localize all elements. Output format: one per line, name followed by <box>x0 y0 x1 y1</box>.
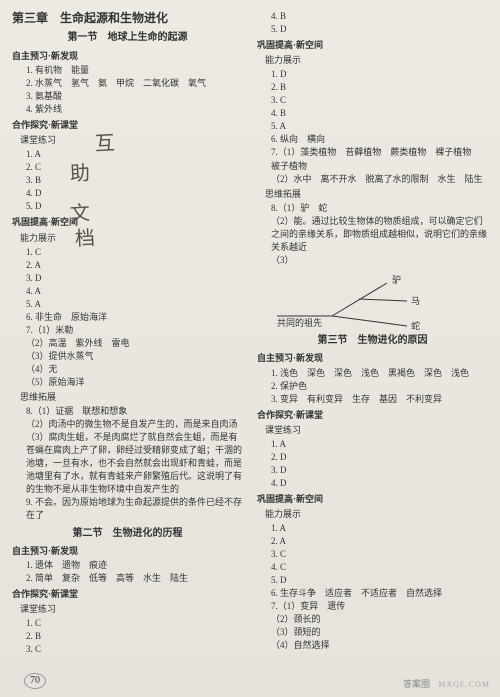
s3-coop-label: 合作探究·新课堂 <box>257 409 488 422</box>
s1-cons-7: 7.（1）米勒 <box>26 324 243 337</box>
s2-cons-2: 2. B <box>271 81 488 94</box>
s3-cons-4: 4. C <box>271 561 488 574</box>
phylogeny-diagram: 驴 马 蛇 共同的祖先 <box>277 271 488 330</box>
watermark-cn: 答案圈 <box>403 678 430 691</box>
s2-cons-4: 4. B <box>271 107 488 120</box>
s3-cons-label: 巩固提高·新空间 <box>257 493 488 506</box>
s1-cons-label: 巩固提高·新空间 <box>12 216 243 229</box>
s3-cons-8: （2）颈长的 <box>271 613 488 626</box>
chapter-title: 第三章 生命起源和生物进化 <box>12 10 243 27</box>
s1-cons-10: （4）无 <box>26 363 243 376</box>
s2-cons-1: 1. D <box>271 68 488 81</box>
s3-coop-1: 1. A <box>271 438 488 451</box>
s3-pre-2: 2. 保护色 <box>271 380 488 393</box>
s1-coop-sub: 课堂练习 <box>20 134 243 147</box>
s1-coop-5: 5. D <box>26 200 243 213</box>
s3-cons-1: 1. A <box>271 522 488 535</box>
s3-pre-3: 3. 变异 有利变异 生存 基因 不利变异 <box>271 393 488 406</box>
s2-coop-5: 5. D <box>271 23 488 36</box>
s3-cons-7: 7.（1）变异 遗传 <box>271 600 488 613</box>
s1-coop-3: 3. B <box>26 174 243 187</box>
s1-coop-4: 4. D <box>26 187 243 200</box>
s3-cons-2: 2. A <box>271 535 488 548</box>
s2-coop-1: 1. C <box>26 617 243 630</box>
s3-cons-sub: 能力展示 <box>265 508 488 521</box>
s1-cons-12: 思维拓展 <box>20 391 243 404</box>
s1-cons-4: 4. A <box>26 285 243 298</box>
page-number: 70 <box>24 673 46 689</box>
s2-coop-2: 2. B <box>26 630 243 643</box>
s2-prestudy-label: 自主预习·新发现 <box>12 545 243 558</box>
s2-coop-3: 3. C <box>26 643 243 656</box>
s1-cons-9: （3）提供水蒸气 <box>26 350 243 363</box>
s2-cons-12: （3） <box>271 254 488 267</box>
s2-cons-8: （2）水中 离不开水 脱离了水的限制 水生 陆生 <box>271 173 488 186</box>
section1-title: 第一节 地球上生命的起源 <box>12 31 243 46</box>
s3-coop-4: 4. D <box>271 477 488 490</box>
s2-coop-4: 4. B <box>271 10 488 23</box>
s1-pre-2: 2. 水蒸气 氢气 氨 甲烷 二氧化碳 氧气 <box>26 77 243 90</box>
s2-coop-label: 合作探究·新课堂 <box>12 588 243 601</box>
s1-coop-label: 合作探究·新课堂 <box>12 119 243 132</box>
s1-cons-5: 5. A <box>26 298 243 311</box>
s2-pre-2: 2. 简单 复杂 低等 高等 水生 陆生 <box>26 572 243 585</box>
s1-cons-16: 9. 不会。因为原始地球为生命起源提供的条件已经不存在了 <box>26 496 243 522</box>
s1-cons-1: 1. C <box>26 246 243 259</box>
s3-cons-9: （3）颈短的 <box>271 626 488 639</box>
s3-coop-3: 3. D <box>271 464 488 477</box>
s3-cons-3: 3. C <box>271 548 488 561</box>
s3-coop-2: 2. D <box>271 451 488 464</box>
s1-pre-1: 1. 有机物 能量 <box>26 64 243 77</box>
s2-cons-10: 8.（1）驴 蛇 <box>271 202 488 215</box>
s2-cons-7: 7.（1）藻类植物 苔藓植物 蕨类植物 裸子植物 被子植物 <box>271 146 488 172</box>
s2-cons-label: 巩固提高·新空间 <box>257 39 488 52</box>
s1-pre-3: 3. 氨基酸 <box>26 90 243 103</box>
s1-cons-8: （2）高温 紫外线 雷电 <box>26 337 243 350</box>
s3-cons-5: 5. D <box>271 574 488 587</box>
s1-cons-3: 3. D <box>26 272 243 285</box>
s2-pre-1: 1. 遗体 遗物 痕迹 <box>26 559 243 572</box>
content-columns: 第三章 生命起源和生物进化 第一节 地球上生命的起源 自主预习·新发现 1. 有… <box>12 10 488 660</box>
s2-coop-sub: 课堂练习 <box>20 603 243 616</box>
s2-cons-9: 思维拓展 <box>265 188 488 201</box>
s2-cons-11: （2）能。通过比较生物体的物质组成，可以确定它们之间的亲缘关系，即物质组成越相似… <box>271 215 488 254</box>
diagram-branch-2: 马 <box>411 296 420 306</box>
s2-cons-sub: 能力展示 <box>265 54 488 67</box>
page: 第三章 生命起源和生物进化 第一节 地球上生命的起源 自主预习·新发现 1. 有… <box>0 0 500 697</box>
s1-cons-6: 6. 非生命 原始海洋 <box>26 311 243 324</box>
s1-cons-11: （5）原始海洋 <box>26 376 243 389</box>
s1-prestudy-label: 自主预习·新发现 <box>12 50 243 63</box>
s3-cons-10: （4）自然选择 <box>271 639 488 652</box>
s3-cons-6: 6. 生存斗争 适应者 不适应者 自然选择 <box>271 587 488 600</box>
s1-cons-13: 8.（1）证据 联想和想象 <box>26 405 243 418</box>
s1-coop-2: 2. C <box>26 161 243 174</box>
section2-title: 第二节 生物进化的历程 <box>12 527 243 542</box>
s3-coop-sub: 课堂练习 <box>265 424 488 437</box>
s1-cons-15: （3）腐肉生蛆，不是肉腐烂了就自然会生蛆，而是有苍蝇在腐肉上产了卵，卵经过受精卵… <box>26 431 243 496</box>
section3-title: 第三节 生物进化的原因 <box>257 334 488 349</box>
diagram-branch-3: 蛇 <box>411 320 420 331</box>
s3-prestudy-label: 自主预习·新发现 <box>257 352 488 365</box>
s1-cons-14: （2）肉汤中的微生物不是自发产生的，而是来自肉汤 <box>26 418 243 431</box>
s2-cons-3: 3. C <box>271 94 488 107</box>
s3-pre-1: 1. 浅色 深色 深色 浅色 黑褐色 深色 浅色 <box>271 367 488 380</box>
s1-pre-4: 4. 紫外线 <box>26 103 243 116</box>
s2-cons-5: 5. A <box>271 120 488 133</box>
watermark-en: MXQE.COM <box>438 679 490 691</box>
s1-cons-sub: 能力展示 <box>20 232 243 245</box>
s2-cons-6: 6. 纵向 横向 <box>271 133 488 146</box>
s1-coop-1: 1. A <box>26 148 243 161</box>
s1-cons-2: 2. A <box>26 259 243 272</box>
diagram-branch-1: 驴 <box>392 274 401 285</box>
